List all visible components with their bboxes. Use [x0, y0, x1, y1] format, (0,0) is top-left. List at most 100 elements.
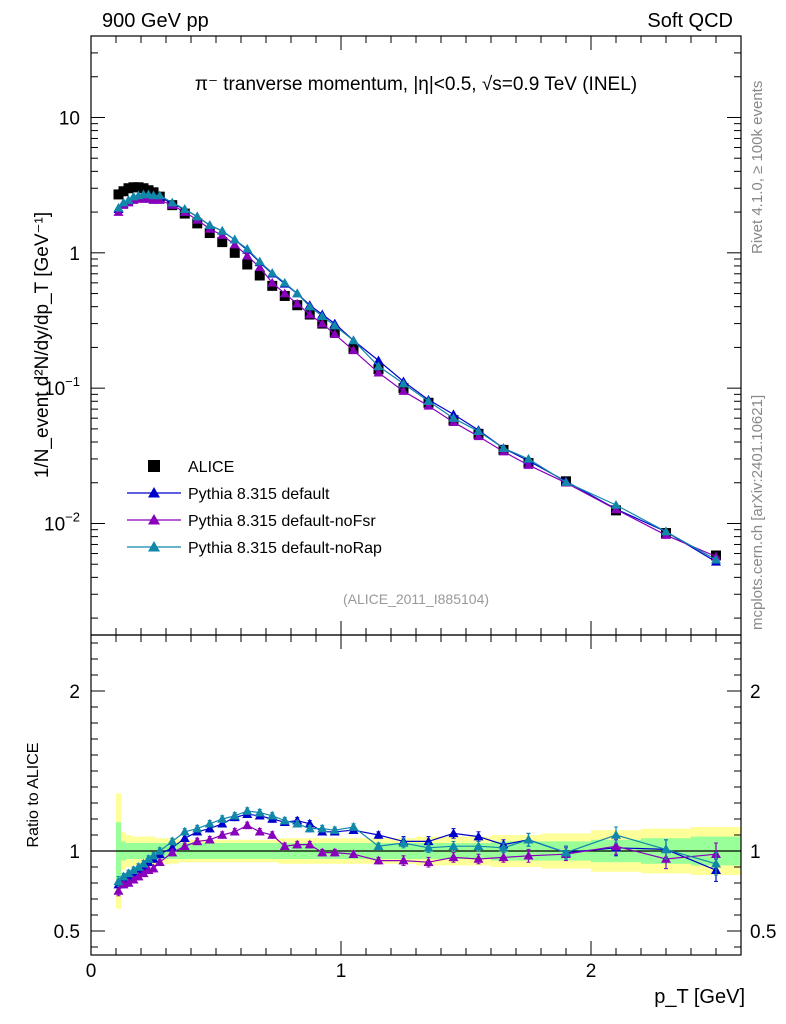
axes-group: 10 1 10−1 10−2 0.5 0.5 1 1 2 2 0 1 2 — [44, 35, 776, 982]
ratio-point — [242, 820, 253, 830]
y-tick-label: 10−2 — [44, 509, 80, 535]
y-tick-label: 10 — [59, 108, 80, 129]
main-series-line — [118, 194, 717, 563]
ratio-point — [154, 846, 165, 855]
ratio-point — [348, 822, 359, 831]
legend-label: Pythia 8.315 default-noFsr — [188, 513, 376, 530]
main-plot-title: π⁻ tranverse momentum, |η|<0.5, √s=0.9 T… — [195, 74, 637, 95]
legend-marker-triangle — [148, 541, 160, 552]
data-point-alice — [254, 270, 265, 281]
data-point-mc — [292, 298, 303, 308]
ratio-point — [143, 854, 154, 863]
data-point-mc — [473, 431, 484, 441]
header-right: Soft QCD — [647, 10, 733, 32]
legend-marker-triangle — [148, 487, 160, 498]
data-point-mc — [113, 202, 124, 212]
data-point-mc — [317, 318, 328, 328]
ratio-point — [179, 833, 190, 842]
ratio-y-tick-label-left: 0.5 — [54, 922, 80, 943]
data-point-alice — [242, 259, 253, 270]
ratio-point — [167, 836, 178, 846]
data-point-alice — [204, 228, 215, 239]
legend-label: ALICE — [188, 459, 234, 476]
ratio-point — [473, 831, 484, 841]
ratio-point — [138, 858, 149, 868]
data-point-mc — [561, 477, 571, 486]
main-series-2 — [113, 193, 721, 561]
ratio-point — [373, 830, 384, 839]
ratio-series-group — [113, 806, 721, 897]
data-point-mc — [711, 554, 721, 564]
data-point-mc — [192, 211, 203, 221]
x-tick-label: 2 — [586, 961, 597, 982]
ratio-point — [167, 842, 178, 852]
data-point-mc — [179, 204, 190, 213]
data-point-mc — [348, 335, 359, 345]
ratio-point — [329, 847, 340, 857]
ratio-point — [242, 806, 253, 815]
mcplots-label: mcplots.cern.ch [arXiv:2401.10621] — [749, 395, 766, 630]
data-point-mc — [304, 309, 315, 319]
data-point-mc — [154, 195, 165, 204]
data-point-mc — [267, 277, 278, 287]
legend-entry: ALICE — [148, 459, 234, 476]
data-point-mc — [329, 329, 340, 339]
ratio-point — [279, 841, 290, 850]
ratio-point — [204, 834, 215, 844]
data-point-mc — [242, 250, 253, 260]
ratio-point — [267, 830, 278, 839]
ratio-point — [217, 818, 228, 828]
ratio-point — [317, 847, 328, 857]
ratio-point — [217, 814, 228, 823]
ratio-point — [292, 818, 303, 828]
ratio-point — [304, 818, 315, 828]
legend-marker-triangle — [148, 514, 160, 525]
data-point-mc — [279, 277, 290, 287]
ratio-point — [317, 823, 328, 833]
ratio-y-tick-label-right: 2 — [750, 682, 761, 703]
ratio-point — [192, 836, 203, 846]
legend-label: Pythia 8.315 default-noRap — [188, 540, 382, 557]
ratio-point — [498, 852, 509, 862]
data-point-mc — [523, 460, 534, 469]
legend-entry: Pythia 8.315 default — [127, 486, 330, 503]
main-series-0 — [113, 182, 721, 561]
data-point-mc — [254, 262, 265, 272]
data-point-mc — [123, 195, 134, 204]
ratio-point — [138, 868, 149, 878]
ratio-point — [611, 841, 621, 850]
legend-label: Pythia 8.315 default — [188, 486, 330, 503]
ratio-point — [423, 836, 434, 846]
ratio-y-tick-label-left: 2 — [69, 682, 80, 703]
ratio-point — [473, 854, 484, 863]
data-point-mc — [373, 355, 384, 365]
data-point-alice — [217, 237, 228, 248]
ratio-point — [348, 849, 359, 858]
data-point-mc — [373, 361, 384, 371]
ratio-point — [523, 850, 534, 860]
ratio-point — [133, 871, 144, 881]
ratio-point — [179, 826, 190, 836]
ratio-point — [204, 823, 215, 833]
data-point-mc — [448, 413, 459, 422]
ratio-point — [204, 818, 215, 828]
ratio-point — [423, 857, 434, 866]
data-point-mc — [611, 499, 621, 509]
data-point-mc — [523, 453, 534, 463]
ratio-point — [179, 841, 190, 850]
ratio-point — [661, 844, 671, 854]
ratio-plot-frame — [90, 634, 742, 956]
ratio-point — [167, 847, 178, 857]
ratio-point — [498, 842, 509, 852]
data-point-mc — [304, 301, 315, 311]
ratio-point — [611, 830, 621, 839]
data-point-mc — [229, 239, 240, 249]
ratio-y-tick-label-right: 1 — [750, 842, 761, 863]
ratio-point — [398, 855, 409, 865]
data-point-mc — [423, 400, 434, 410]
ratio-point — [373, 855, 384, 865]
ratio-series-2 — [113, 806, 721, 887]
ratio-point — [473, 841, 484, 850]
ratio-point — [192, 823, 203, 833]
